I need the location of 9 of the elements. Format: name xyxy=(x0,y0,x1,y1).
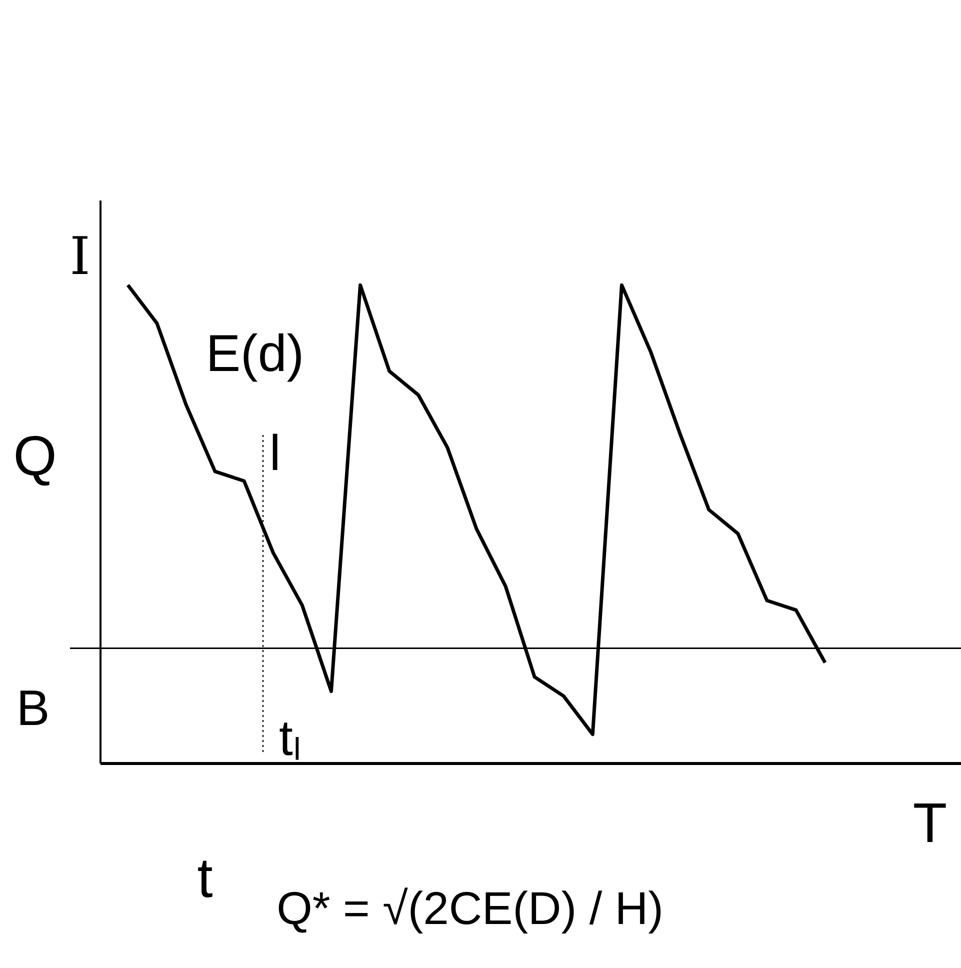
text: Q* = √(2CE(D) / H) xyxy=(276,882,664,934)
annotation: E(d) xyxy=(206,325,304,383)
annotation: tₗ xyxy=(279,710,301,766)
x-axis-title: T xyxy=(912,791,948,854)
text: Q xyxy=(13,424,57,487)
text: B xyxy=(16,680,50,736)
y-axis-title: I xyxy=(70,227,90,287)
annotation: l xyxy=(269,425,281,481)
text: t xyxy=(197,846,214,909)
